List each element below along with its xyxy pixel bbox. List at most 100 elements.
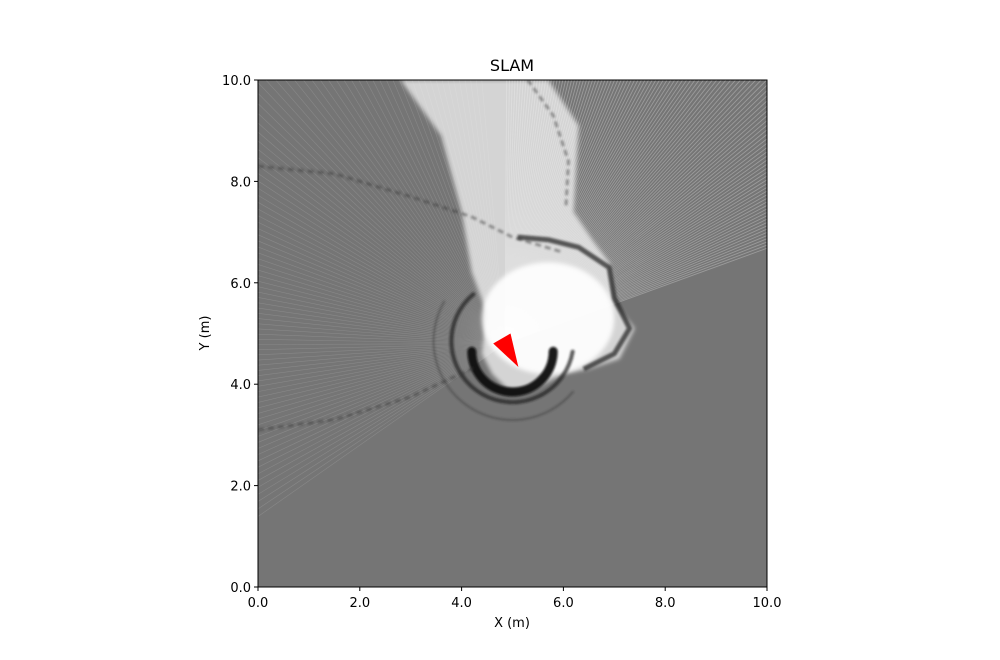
y-tick-label: 0.0 — [230, 581, 251, 596]
scan-ray — [351, 80, 506, 344]
scan-ray — [258, 343, 506, 481]
scan-ray — [258, 269, 505, 344]
scan-ray — [258, 323, 505, 344]
scan-ray — [258, 343, 505, 462]
scan-ray — [258, 157, 506, 344]
scan-ray — [258, 297, 505, 344]
scan-ray — [258, 302, 505, 344]
scan-ray — [258, 343, 505, 409]
scan-ray — [258, 343, 505, 382]
scan-ray — [343, 80, 506, 344]
scan-ray — [258, 148, 506, 344]
scan-ray — [258, 343, 505, 371]
occupied-curve — [258, 365, 478, 432]
scan-ray — [372, 80, 506, 344]
scan-ray — [365, 80, 506, 344]
scan-ray — [258, 234, 505, 344]
scan-ray — [358, 80, 506, 344]
scan-ray — [258, 343, 505, 356]
scan-ray — [258, 307, 505, 344]
scan-ray — [275, 80, 506, 344]
y-tick-label: 8.0 — [230, 175, 251, 190]
y-axis-label: Y (m) — [198, 316, 213, 352]
scan-ray — [294, 80, 506, 344]
x-tick-label: 8.0 — [655, 596, 676, 611]
robot-marker — [493, 333, 519, 368]
scan-ray — [258, 339, 505, 344]
scan-ray — [258, 201, 506, 344]
scan-ray — [258, 92, 506, 344]
x-tick-label: 10.0 — [753, 596, 782, 611]
y-tick-label: 10.0 — [222, 74, 251, 89]
scan-ray — [258, 343, 505, 392]
scan-ray — [335, 80, 506, 344]
chart-title: SLAM — [490, 56, 534, 75]
scan-ray — [258, 343, 505, 350]
occupied-curve — [517, 234, 633, 372]
occupied-arc — [432, 300, 574, 421]
scan-ray — [258, 333, 505, 344]
scan-ray — [258, 165, 506, 344]
occupied-arc — [467, 346, 558, 397]
scan-ray — [258, 343, 505, 398]
scan-ray — [258, 328, 505, 344]
y-tick-label: 2.0 — [230, 480, 251, 495]
y-axis-ticks: 0.0 2.0 4.0 6.0 8.0 10.0 — [222, 74, 258, 596]
scan-ray — [258, 122, 506, 344]
scan-ray — [258, 318, 505, 344]
x-tick-label: 2.0 — [349, 596, 370, 611]
scan-ray — [258, 275, 505, 344]
scan-ray — [258, 131, 506, 344]
scan-ray — [258, 291, 505, 344]
scan-ray — [258, 140, 506, 344]
scan-ray — [258, 343, 505, 377]
occupied-arc — [449, 292, 575, 405]
scan-ray — [258, 343, 505, 455]
scan-ray — [258, 343, 506, 502]
free-space-core — [481, 262, 615, 375]
scan-ray — [258, 208, 506, 344]
scan-ray — [302, 80, 506, 344]
scan-ray — [258, 343, 506, 475]
scan-ray — [258, 113, 506, 344]
scan-ray — [258, 228, 505, 344]
x-tick-label: 4.0 — [451, 596, 472, 611]
x-tick-label: 0.0 — [248, 596, 269, 611]
x-axis-ticks: 0.0 2.0 4.0 6.0 8.0 10.0 — [248, 587, 782, 611]
y-tick-label: 4.0 — [230, 378, 251, 393]
scan-ray — [258, 343, 505, 420]
scan-ray — [258, 343, 506, 495]
scan-ray — [319, 80, 506, 344]
occupancy-map — [258, 80, 767, 587]
scan-ray — [258, 221, 505, 344]
scan-ray — [258, 180, 506, 344]
scan-ray — [258, 343, 506, 517]
scan-ray — [258, 343, 505, 414]
scan-ray — [258, 343, 505, 449]
scan-ray — [258, 82, 506, 344]
scan-ray — [258, 343, 505, 468]
scan-ray — [258, 343, 505, 437]
occupied-curve — [526, 80, 570, 207]
scan-ray — [258, 280, 505, 344]
scan-ray — [258, 103, 506, 344]
scan-ray — [258, 194, 506, 344]
scan-ray — [258, 343, 505, 403]
scan-ray — [258, 343, 505, 431]
scan-ray — [258, 343, 505, 443]
scan-ray — [258, 172, 506, 344]
scan-ray — [258, 187, 506, 344]
scan-ray — [258, 343, 505, 366]
scan-ray — [258, 258, 505, 344]
map-layer — [258, 80, 767, 517]
x-tick-label: 6.0 — [553, 596, 574, 611]
scan-ray — [311, 80, 506, 344]
scan-ray — [258, 246, 505, 344]
scan-ray — [258, 343, 505, 426]
scan-ray — [328, 80, 506, 344]
scan-ray — [258, 343, 506, 510]
scan-ray — [258, 252, 505, 344]
scan-ray — [258, 343, 505, 345]
scan-ray — [258, 313, 505, 344]
